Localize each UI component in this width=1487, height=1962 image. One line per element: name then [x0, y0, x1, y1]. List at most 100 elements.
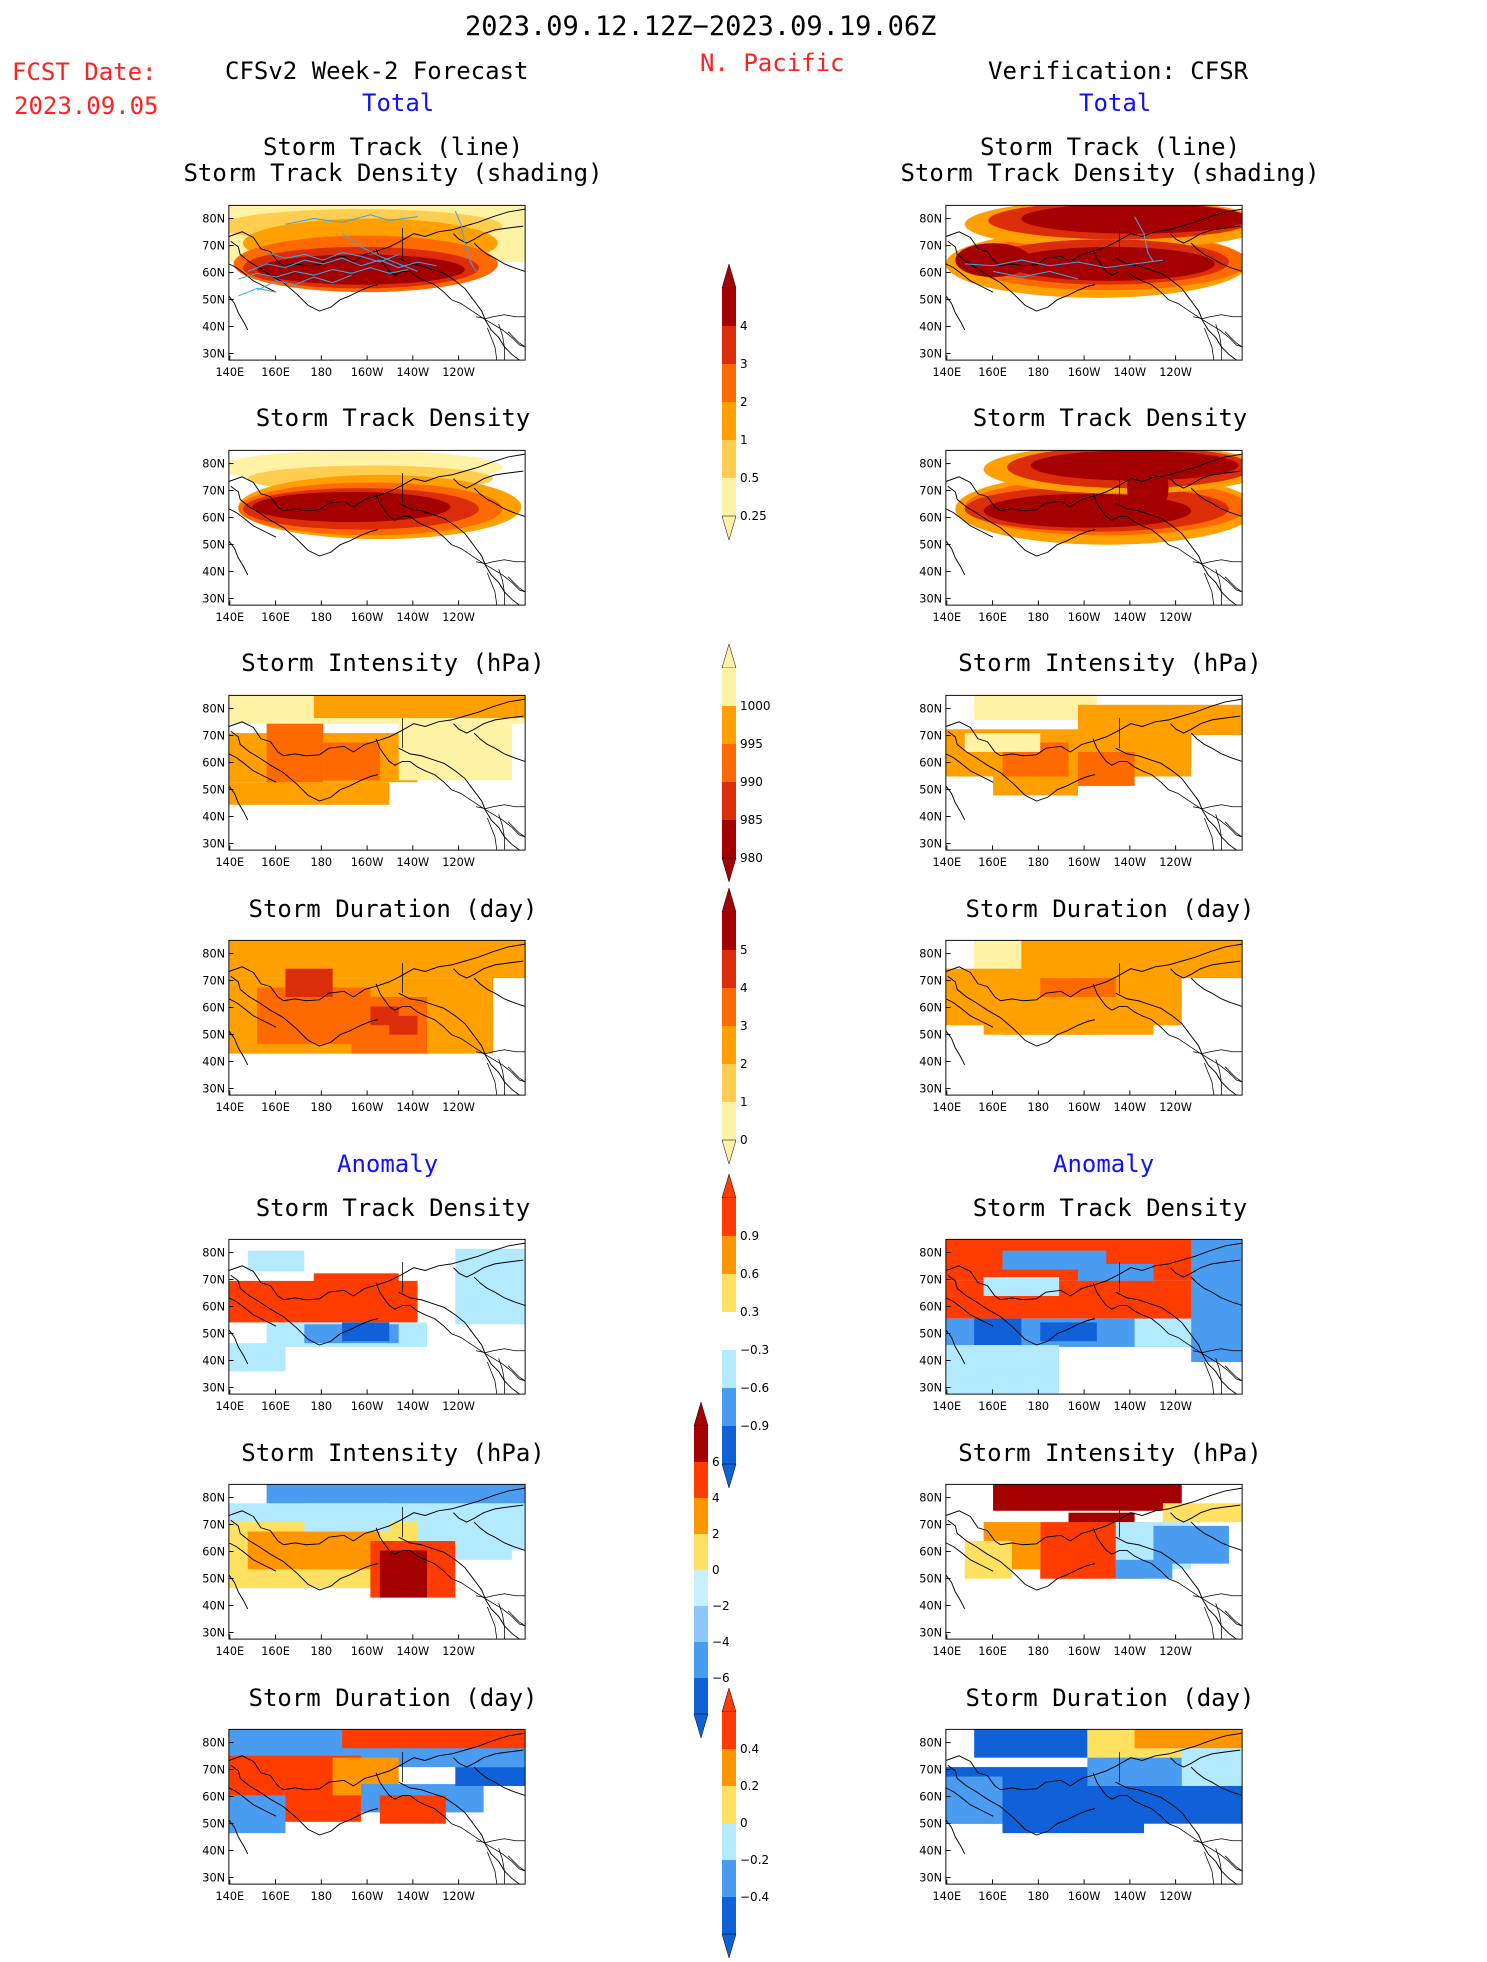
colorbar-label: 4	[712, 1491, 720, 1505]
storm-track-line	[238, 287, 277, 297]
lon-tick-label: 120W	[442, 1399, 475, 1413]
map-frame	[228, 939, 526, 1096]
lon-tick-label: 160W	[1068, 1889, 1101, 1903]
colorbar-label: −0.6	[740, 1381, 769, 1395]
coastline	[1170, 470, 1241, 489]
lat-tick-label: 70N	[202, 973, 225, 987]
colorbar-segment	[694, 1426, 708, 1462]
political-border	[1224, 1066, 1243, 1083]
shaded-cell-block	[983, 1277, 1060, 1296]
political-border	[498, 1358, 505, 1395]
shaded-region	[252, 491, 451, 523]
coastline	[228, 785, 249, 821]
coastline	[473, 242, 526, 272]
map-frame	[228, 1728, 526, 1885]
lon-tick-label: 180	[311, 610, 333, 624]
lat-tick-label: 70N	[202, 728, 225, 742]
coastline	[228, 208, 526, 267]
political-border	[1192, 1593, 1243, 1598]
lon-tick-label: 140W	[1113, 855, 1146, 869]
lat-tick-label: 50N	[919, 292, 942, 306]
political-border	[498, 814, 505, 851]
political-border	[498, 324, 505, 361]
coastline	[1092, 1282, 1169, 1335]
map-frame	[945, 1238, 1243, 1395]
shaded-cell-block	[342, 1322, 390, 1342]
map-frame	[228, 1238, 526, 1395]
map-frame	[945, 939, 1243, 1096]
coastline	[473, 977, 526, 1007]
fcst-date: 2023.09.05	[14, 92, 159, 120]
coastline	[1092, 493, 1169, 546]
lat-tick-label: 50N	[202, 292, 225, 306]
map-track-forecast: 80N 70N 60N 50N 40N 30N 140E 160E 180 160W 140W 120…	[202, 198, 544, 392]
coastline	[228, 998, 277, 1028]
political-border	[1224, 331, 1243, 348]
colorbar-segment	[694, 1678, 708, 1714]
lat-tick-label: 80N	[919, 1245, 942, 1259]
shaded-cell-block	[285, 968, 333, 997]
coastline	[228, 943, 526, 1002]
coastline	[1092, 983, 1169, 1036]
political-border	[451, 299, 526, 348]
coastline	[228, 1819, 249, 1855]
colorbar-label: 0.3	[740, 1305, 759, 1319]
lat-tick-label: 40N	[202, 564, 225, 578]
lat-tick-label: 40N	[919, 564, 942, 578]
political-border	[1192, 804, 1243, 809]
colorbar-segment	[722, 706, 736, 744]
coastline	[945, 1329, 966, 1365]
map-density-anom-verification: 80N 70N 60N 50N 40N 30N 140E 160E 180 160W 140W 120…	[919, 1232, 1261, 1426]
lat-tick-label: 30N	[919, 1380, 942, 1394]
coastline	[945, 998, 994, 1028]
political-border	[487, 327, 498, 361]
political-border	[1215, 814, 1222, 851]
political-border	[487, 572, 498, 606]
lat-tick-label: 80N	[919, 1735, 942, 1749]
lon-tick-label: 140E	[932, 1399, 961, 1413]
lon-tick-label: 120W	[442, 1644, 475, 1658]
shaded-cell-block	[964, 733, 1041, 752]
map-duration-forecast: 80N 70N 60N 50N 40N 30N 140E 160E 180 160W 140W 120…	[202, 933, 544, 1127]
lat-tick-label: 40N	[202, 1843, 225, 1857]
colorbar-arrow-bottom	[693, 1713, 709, 1739]
coastline	[1190, 487, 1243, 517]
lon-tick-label: 120W	[442, 855, 475, 869]
political-border	[451, 1333, 526, 1382]
colorbar-arrow-bottom	[721, 857, 737, 883]
colorbar-label: 0.2	[740, 1779, 759, 1793]
lon-tick-label: 140E	[215, 610, 244, 624]
political-border	[507, 1365, 526, 1382]
lon-tick-label: 160W	[351, 1644, 384, 1658]
coastline	[945, 1487, 1243, 1546]
shaded-cell-block	[228, 1795, 286, 1834]
map-density-forecast: 80N 70N 60N 50N 40N 30N 140E 160E 180 160W 140W 120…	[202, 443, 544, 637]
lat-tick-label: 60N	[919, 1299, 942, 1313]
colorbar-segment	[722, 1312, 736, 1350]
lat-tick-label: 50N	[919, 1571, 942, 1585]
lon-tick-label: 120W	[1159, 1644, 1192, 1658]
storm-track-line	[992, 270, 1079, 280]
colorbar-label: 0.9	[740, 1229, 759, 1243]
map-frame	[945, 1728, 1243, 1885]
lat-tick-label: 70N	[919, 728, 942, 742]
colorbar-segment	[722, 1102, 736, 1140]
lat-tick-label: 50N	[202, 537, 225, 551]
political-border	[507, 1066, 526, 1083]
lon-tick-label: 180	[311, 855, 333, 869]
colorbar-density-anom: 0.9 0.6 0.3 −0.3 −0.6 −0.9	[721, 1173, 812, 1492]
lon-tick-label: 180	[311, 1644, 333, 1658]
shaded-cell-block	[1162, 1503, 1243, 1523]
lat-tick-label: 80N	[919, 211, 942, 225]
coastline	[945, 263, 994, 293]
colorbar-label: 1	[740, 1095, 748, 1109]
colorbar-segment	[722, 988, 736, 1026]
lat-tick-label: 50N	[919, 1816, 942, 1830]
political-border	[1192, 1838, 1243, 1843]
lon-tick-label: 140E	[215, 1889, 244, 1903]
political-border	[451, 1578, 526, 1627]
coastline	[375, 493, 452, 546]
title-density-anom-left: Storm Track Density	[255, 1194, 531, 1222]
colorbar-label: 6	[712, 1455, 720, 1469]
lat-tick-label: 50N	[919, 1326, 942, 1340]
